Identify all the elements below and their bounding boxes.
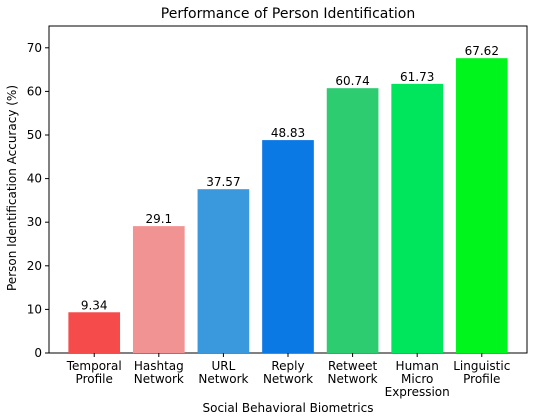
x-tick-label-line: Linguistic — [453, 359, 510, 373]
y-tick-label: 40 — [27, 172, 42, 186]
x-tick-label-line: Profile — [463, 372, 500, 386]
x-tick-label-line: Expression — [385, 385, 450, 399]
x-tick-label: Retweet Network — [328, 359, 378, 386]
x-tick-label-line: Network — [328, 372, 378, 386]
bar-value-label: 61.73 — [400, 70, 434, 84]
y-tick-label: 70 — [27, 41, 42, 55]
x-axis-label: Social Behavioral Biometrics — [203, 401, 374, 415]
x-tick-label: Hashtag Network — [134, 359, 184, 386]
x-tick-label-line: Hashtag — [134, 359, 184, 373]
y-tick-label: 20 — [27, 259, 42, 273]
x-tick-label: Human Micro Expression — [385, 359, 450, 399]
x-tick-label-line: Temporal — [66, 359, 122, 373]
y-tick-label: 60 — [27, 84, 42, 98]
y-axis-label: Person Identification Accuracy (%) — [5, 85, 19, 291]
bar — [197, 189, 250, 353]
x-tick-label-line: Retweet — [328, 359, 377, 373]
bar — [326, 88, 379, 354]
x-tick-label-line: Reply — [271, 359, 304, 373]
bar — [391, 83, 444, 353]
x-tick-label-line: Human — [396, 359, 439, 373]
bar-value-label: 60.74 — [335, 74, 369, 88]
x-tick-label-line: Micro — [401, 372, 433, 386]
x-tick-label-line: Network — [263, 372, 313, 386]
x-tick-label: Temporal Profile — [66, 359, 122, 386]
bar — [132, 226, 185, 353]
bar — [68, 312, 121, 353]
x-tick-label-line: Profile — [76, 372, 113, 386]
bar-value-label: 9.34 — [81, 298, 108, 312]
bar-value-label: 67.62 — [465, 44, 499, 58]
x-tick-label: Linguistic Profile — [453, 359, 510, 386]
bar-value-label: 29.1 — [145, 212, 172, 226]
x-tick-label-line: Network — [198, 372, 248, 386]
bar — [262, 140, 314, 353]
x-tick-label-line: Network — [134, 372, 184, 386]
bar — [455, 58, 508, 354]
y-tick-label: 10 — [27, 302, 42, 316]
x-tick-label: URL Network — [198, 359, 248, 386]
bar-value-label: 37.57 — [206, 175, 240, 189]
x-tick-label: Reply Network — [263, 359, 313, 386]
x-tick-label-line: URL — [211, 359, 235, 373]
y-tick-label: 50 — [27, 128, 42, 142]
y-tick-label: 0 — [34, 346, 42, 360]
y-tick-label: 30 — [27, 215, 42, 229]
bar-value-label: 48.83 — [271, 126, 305, 140]
chart-title: Performance of Person Identification — [161, 6, 415, 22]
